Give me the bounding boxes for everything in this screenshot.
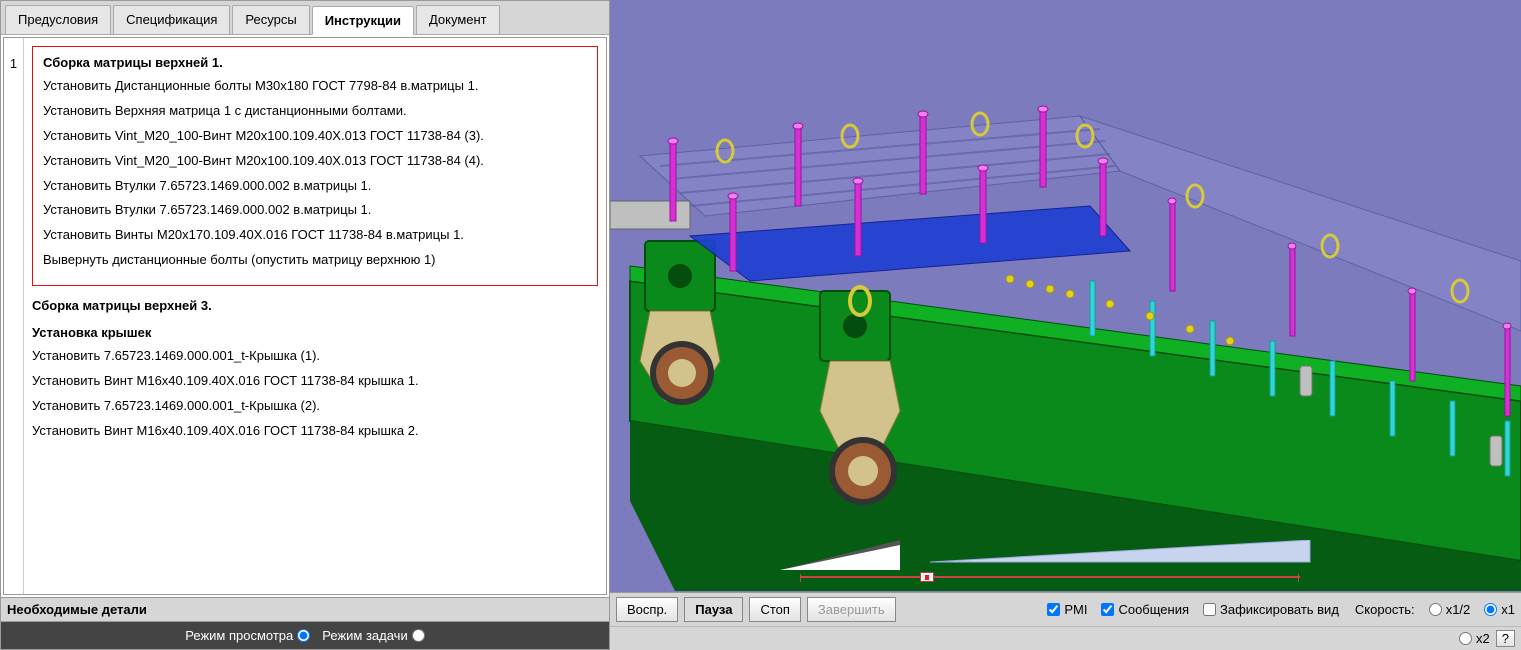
speed-row-2: x2 ? — [610, 626, 1521, 650]
task-mode-input[interactable] — [412, 629, 425, 642]
step-line: Установить Vint_M20_100-Винт М20х100.109… — [43, 153, 587, 170]
lockview-label: Зафиксировать вид — [1220, 602, 1339, 617]
model-svg — [610, 0, 1521, 592]
tab-specification[interactable]: Спецификация — [113, 5, 230, 34]
pmi-checkbox[interactable]: PMI — [1047, 602, 1087, 617]
3d-viewport[interactable] — [610, 0, 1521, 592]
speed-one-label: x1 — [1501, 602, 1515, 617]
speed-label: Скорость: — [1355, 602, 1415, 617]
task-mode-radio[interactable]: Режим задачи — [322, 628, 424, 643]
pmi-input[interactable] — [1047, 603, 1060, 616]
step-line: Установить Vint_M20_100-Винт М20х100.109… — [43, 128, 587, 145]
lockview-checkbox[interactable]: Зафиксировать вид — [1203, 602, 1339, 617]
messages-checkbox[interactable]: Сообщения — [1101, 602, 1189, 617]
wedge-icon — [930, 540, 1430, 570]
playback-bar: Воспр. Пауза Стоп Завершить PMI Сообщени… — [610, 592, 1521, 626]
mode-bar: Режим просмотра Режим задачи — [1, 622, 609, 649]
step-line: Установить Винты М20х170.109.40Х.016 ГОС… — [43, 227, 587, 244]
help-button[interactable]: ? — [1496, 630, 1515, 647]
step-line: Установить Дистанционные болты М30х180 Г… — [43, 78, 587, 95]
tab-resources[interactable]: Ресурсы — [232, 5, 309, 34]
section-title-3: Установка крышек — [32, 325, 598, 340]
timeline-axis — [800, 576, 1300, 578]
tabs-bar: Предусловия Спецификация Ресурсы Инструк… — [1, 1, 609, 35]
speed-two-radio[interactable]: x2 — [1459, 631, 1490, 646]
step-line: Установить 7.65723.1469.000.001_t-Крышка… — [32, 348, 598, 365]
view-mode-label: Режим просмотра — [185, 628, 293, 643]
section-title-1: Сборка матрицы верхней 1. — [43, 55, 587, 70]
step-line: Установить 7.65723.1469.000.001_t-Крышка… — [32, 398, 598, 415]
stop-button[interactable]: Стоп — [749, 597, 800, 622]
step-line: Вывернуть дистанционные болты (опустить … — [43, 252, 587, 269]
left-panel: Предусловия Спецификация Ресурсы Инструк… — [0, 0, 610, 650]
play-button[interactable]: Воспр. — [616, 597, 678, 622]
step-line: Установить Винт М16х40.109.40Х.016 ГОСТ … — [32, 423, 598, 440]
view-mode-radio[interactable]: Режим просмотра — [185, 628, 310, 643]
tab-document[interactable]: Документ — [416, 5, 500, 34]
view-mode-input[interactable] — [297, 629, 310, 642]
speed-one-radio[interactable]: x1 — [1484, 602, 1515, 617]
step-line: Установить Втулки 7.65723.1469.000.002 в… — [43, 178, 587, 195]
tab-instructions[interactable]: Инструкции — [312, 6, 414, 35]
instructions-content: Сборка матрицы верхней 1. Установить Дис… — [24, 38, 606, 594]
pause-button[interactable]: Пауза — [684, 597, 743, 622]
step-line: Установить Втулки 7.65723.1469.000.002 в… — [43, 202, 587, 219]
section-title-2: Сборка матрицы верхней 3. — [32, 298, 598, 313]
instructions-area[interactable]: 1 Сборка матрицы верхней 1. Установить Д… — [3, 37, 607, 595]
step-line: Установить Верхняя матрица 1 с дистанцио… — [43, 103, 587, 120]
speed-one-input[interactable] — [1484, 603, 1497, 616]
messages-label: Сообщения — [1118, 602, 1189, 617]
timeline-playhead[interactable] — [920, 572, 934, 582]
tab-preconditions[interactable]: Предусловия — [5, 5, 111, 34]
speed-two-input[interactable] — [1459, 632, 1472, 645]
selected-instruction-block[interactable]: Сборка матрицы верхней 1. Установить Дис… — [32, 46, 598, 286]
speed-half-label: x1/2 — [1446, 602, 1471, 617]
pmi-label: PMI — [1064, 602, 1087, 617]
messages-input[interactable] — [1101, 603, 1114, 616]
step-number: 1 — [4, 38, 24, 594]
step-line: Установить Винт М16х40.109.40Х.016 ГОСТ … — [32, 373, 598, 390]
animation-timeline[interactable] — [800, 552, 1300, 582]
finish-button[interactable]: Завершить — [807, 597, 896, 622]
speed-half-radio[interactable]: x1/2 — [1429, 602, 1471, 617]
required-parts-header[interactable]: Необходимые детали — [1, 597, 609, 622]
task-mode-label: Режим задачи — [322, 628, 407, 643]
lockview-input[interactable] — [1203, 603, 1216, 616]
speed-two-label: x2 — [1476, 631, 1490, 646]
right-panel: Воспр. Пауза Стоп Завершить PMI Сообщени… — [610, 0, 1521, 650]
speed-half-input[interactable] — [1429, 603, 1442, 616]
